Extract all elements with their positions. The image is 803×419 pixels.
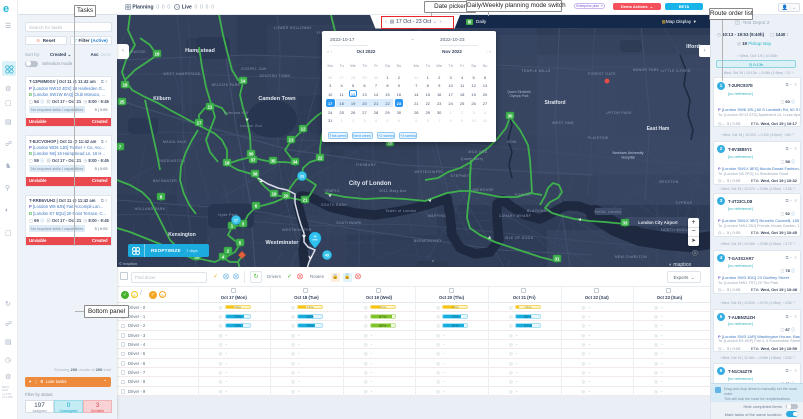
svg-text:BELSIZE PARK: BELSIZE PARK (212, 83, 241, 87)
svg-text:HOLLAND PARK: HOLLAND PARK (135, 207, 166, 211)
svg-text:25: 25 (120, 99, 125, 104)
svg-text:WEST HAMPSTEAD: WEST HAMPSTEAD (163, 72, 201, 76)
svg-text:London City Airport: London City Airport (638, 220, 678, 225)
svg-text:Kilburn: Kilburn (153, 96, 171, 102)
svg-text:Queen Mary: Queen Mary (461, 157, 484, 161)
svg-text:East Ham: East Ham (647, 126, 670, 132)
svg-text:ExCeL London: ExCeL London (594, 210, 621, 214)
svg-text:21: 21 (303, 197, 308, 202)
svg-text:BECKTON: BECKTON (659, 180, 678, 184)
svg-text:30: 30 (508, 113, 513, 118)
svg-text:11: 11 (208, 104, 213, 109)
svg-text:PLAISTOW: PLAISTOW (588, 136, 609, 140)
svg-text:1: 1 (231, 223, 234, 228)
svg-text:22: 22 (318, 155, 323, 160)
svg-text:4: 4 (222, 254, 225, 259)
svg-text:18: 18 (225, 160, 230, 165)
svg-text:NORTH WOOLWICH: NORTH WOOLWICH (661, 228, 699, 232)
svg-text:Westminster: Westminster (266, 240, 300, 246)
svg-text:Primrose Hill: Primrose Hill (224, 111, 248, 115)
svg-text:33: 33 (623, 220, 628, 225)
svg-text:FINSBURY: FINSBURY (356, 163, 377, 167)
svg-text:KENTISH TOWN: KENTISH TOWN (260, 74, 291, 78)
svg-text:10: 10 (195, 254, 200, 259)
svg-text:MILE END: MILE END (468, 150, 487, 154)
svg-text:GOSPEL OAK: GOSPEL OAK (241, 67, 267, 71)
svg-text:BERMONDSEY: BERMONDSEY (414, 239, 442, 243)
svg-text:Queen Elizabeth: Queen Elizabeth (507, 90, 531, 94)
svg-text:34: 34 (293, 159, 298, 164)
svg-text:London Zoo: London Zoo (240, 124, 262, 128)
svg-text:WAPPING: WAPPING (428, 214, 447, 218)
svg-text:POPLAR: POPLAR (515, 193, 531, 197)
svg-text:TEMPLE MILLS: TEMPLE MILLS (521, 69, 550, 73)
svg-text:36: 36 (249, 151, 254, 156)
svg-text:Tower of London: Tower of London (385, 209, 416, 213)
svg-text:6: 6 (255, 203, 258, 208)
svg-text:PADDINGTON: PADDINGTON (159, 159, 185, 163)
svg-text:3011 Mary Axe: 3011 Mary Axe (379, 189, 407, 193)
svg-text:Ilford: Ilford (686, 44, 700, 50)
svg-text:CYPRUS: CYPRUS (676, 201, 693, 205)
svg-text:17: 17 (197, 120, 202, 125)
svg-text:LIMEHOUSE: LIMEHOUSE (470, 188, 494, 192)
svg-text:16: 16 (155, 51, 160, 56)
svg-text:Hospital: Hospital (622, 156, 635, 160)
svg-text:WHITECHAPEL: WHITECHAPEL (415, 170, 444, 174)
svg-text:8: 8 (160, 194, 163, 199)
svg-text:Camden Town: Camden Town (258, 96, 296, 102)
svg-text:28: 28 (388, 140, 393, 145)
svg-text:Kensington: Kensington (168, 232, 196, 238)
svg-text:38: 38 (253, 171, 258, 176)
svg-text:CRICKLEWOOD: CRICKLEWOOD (117, 50, 146, 54)
svg-text:ISLE OF DOGS: ISLE OF DOGS (505, 236, 534, 240)
svg-text:MAIDA VALE: MAIDA VALE (163, 140, 187, 144)
svg-text:min: min (313, 238, 318, 242)
svg-text:SOUTH BANK: SOUTH BANK (321, 203, 347, 207)
svg-text:BAYSWATER: BAYSWATER (153, 179, 177, 183)
svg-text:TEMPLE: TEMPLE (324, 189, 340, 193)
svg-text:STEPNEY: STEPNEY (451, 174, 470, 178)
svg-text:2: 2 (227, 248, 230, 253)
svg-text:MANOR PARK: MANOR PARK (633, 68, 660, 72)
svg-text:NEW CHARLTON: NEW CHARLTON (615, 255, 647, 259)
svg-text:LITTLE ILFORD: LITTLE ILFORD (661, 69, 691, 73)
svg-text:Hyde Park: Hyde Park (218, 213, 237, 217)
svg-text:7: 7 (119, 144, 122, 149)
svg-text:17: 17 (234, 218, 238, 222)
svg-text:13: 13 (289, 137, 294, 142)
svg-text:CANARY WHARF: CANARY WHARF (499, 214, 531, 218)
svg-text:SOUTHWARK: SOUTHWARK (336, 221, 362, 225)
svg-text:35: 35 (271, 158, 276, 163)
svg-text:37: 37 (251, 157, 256, 162)
svg-text:23: 23 (300, 174, 304, 178)
svg-text:45: 45 (313, 235, 317, 239)
svg-text:BOW: BOW (507, 140, 517, 144)
svg-text:WESTMINSTER: WESTMINSTER (282, 228, 312, 232)
svg-text:18: 18 (123, 82, 128, 87)
svg-text:45: 45 (325, 253, 329, 257)
svg-text:City of London: City of London (349, 181, 392, 187)
svg-text:14: 14 (241, 78, 246, 83)
svg-text:5: 5 (239, 240, 242, 245)
svg-text:Newham University: Newham University (613, 151, 644, 155)
svg-text:12: 12 (301, 126, 306, 131)
svg-text:LOWER HOLLOWAY: LOWER HOLLOWAY (274, 26, 312, 30)
svg-text:19: 19 (272, 191, 277, 196)
svg-text:Olympic Park: Olympic Park (510, 94, 529, 98)
svg-text:WEST HAM: WEST HAM (552, 121, 573, 125)
svg-text:BLACKWALL: BLACKWALL (527, 209, 551, 213)
svg-text:3: 3 (242, 221, 245, 226)
svg-text:20: 20 (284, 193, 289, 198)
svg-text:UPTON PARK: UPTON PARK (606, 111, 632, 115)
svg-text:FOREST GATE: FOREST GATE (588, 72, 616, 76)
svg-text:Stratford: Stratford (544, 100, 565, 106)
svg-text:31: 31 (555, 256, 560, 261)
